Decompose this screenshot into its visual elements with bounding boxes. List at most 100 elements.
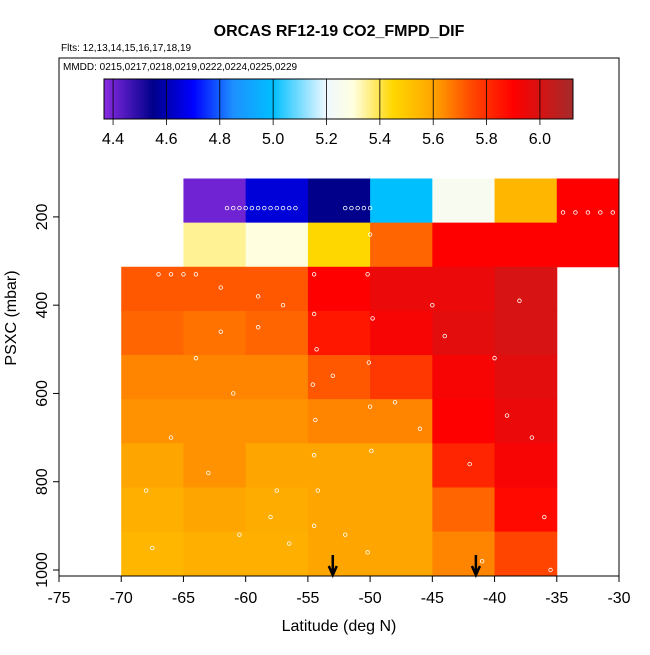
heat-cell <box>245 266 309 312</box>
data-point <box>330 373 335 378</box>
data-point <box>542 514 547 520</box>
heat-cell <box>494 531 558 577</box>
data-point <box>315 488 321 493</box>
y-tick-label: 1000 <box>34 552 51 588</box>
heat-cell <box>307 178 371 224</box>
colorbar-tick-label: 5.2 <box>315 131 337 148</box>
heat-cell <box>494 178 558 224</box>
heat-cell <box>370 355 433 400</box>
data-point <box>479 558 485 564</box>
data-point <box>369 448 374 454</box>
heat-cell <box>307 310 371 356</box>
data-point <box>193 355 199 361</box>
heat-cell <box>183 443 247 488</box>
data-point <box>255 325 261 330</box>
colorbar-tick-label: 5.6 <box>422 131 444 148</box>
data-point <box>529 435 535 440</box>
heat-cell <box>370 399 433 444</box>
heat-cell <box>183 222 247 268</box>
data-point <box>280 302 286 308</box>
heat-cell <box>307 531 371 577</box>
heat-cell <box>121 355 184 400</box>
data-point <box>218 329 223 334</box>
data-point <box>367 232 373 237</box>
heat-cell <box>183 178 247 224</box>
data-point <box>280 205 286 211</box>
heat-cell <box>121 310 184 356</box>
data-point <box>467 461 472 467</box>
arrow-marker <box>470 555 482 579</box>
x-tick-label: -70 <box>110 590 133 607</box>
data-point <box>193 272 199 277</box>
heat-cell <box>556 178 620 224</box>
heat-cell <box>432 355 496 400</box>
data-point <box>585 210 591 215</box>
data-point <box>143 488 149 493</box>
heat-cell <box>183 531 247 577</box>
data-point <box>430 302 435 308</box>
data-point <box>311 311 317 317</box>
heat-cell <box>245 443 309 488</box>
heat-cell <box>121 443 184 488</box>
heat-cell <box>307 266 371 312</box>
heat-cell <box>245 531 309 577</box>
plot-frame <box>58 57 620 577</box>
x-tick-label: -55 <box>296 590 319 607</box>
heat-cell <box>307 222 371 268</box>
heat-cell <box>121 531 184 577</box>
y-tick-label: 600 <box>34 380 51 407</box>
data-point <box>237 532 242 537</box>
colorbar-tick-label: 5.0 <box>262 131 284 148</box>
data-point <box>367 404 373 409</box>
data-point <box>224 205 230 211</box>
data-point <box>365 272 370 277</box>
data-point <box>417 426 423 431</box>
data-point <box>492 355 497 361</box>
x-tick-label: -50 <box>359 590 382 607</box>
heat-cell <box>370 487 433 533</box>
data-point <box>392 400 398 405</box>
data-point <box>367 205 373 211</box>
data-point <box>268 514 273 520</box>
heat-cell <box>121 266 184 312</box>
data-point <box>610 210 615 215</box>
data-point <box>168 272 174 277</box>
heat-cell <box>183 266 247 312</box>
colorbar-tick-label: 6.0 <box>529 131 551 148</box>
data-point <box>274 205 279 211</box>
heat-cell <box>245 487 309 533</box>
heat-cell <box>432 443 496 488</box>
data-point <box>517 298 522 303</box>
heat-cell <box>245 355 309 400</box>
heat-cell <box>494 266 558 312</box>
x-tick-label: -40 <box>483 590 506 607</box>
data-point <box>181 272 186 277</box>
heat-cell <box>183 487 247 533</box>
heat-cell <box>370 266 433 312</box>
data-point <box>504 413 510 418</box>
data-point <box>366 360 372 365</box>
heat-cell <box>494 222 558 268</box>
heat-cell <box>370 178 433 224</box>
heat-cell <box>183 310 247 356</box>
data-point <box>313 417 318 423</box>
heat-cell <box>370 443 433 488</box>
data-point <box>243 205 248 211</box>
heat-cell <box>245 310 309 356</box>
data-point <box>268 205 273 211</box>
heat-cell <box>432 178 496 224</box>
data-point <box>274 488 279 493</box>
data-point <box>311 272 317 277</box>
data-point <box>573 210 578 215</box>
data-point <box>150 545 155 551</box>
data-point <box>262 205 267 211</box>
data-point <box>310 382 316 387</box>
subtitle: Flts: 12,13,14,15,16,17,18,19 <box>61 43 192 54</box>
x-tick-label: -60 <box>234 590 257 607</box>
data-point <box>156 272 161 277</box>
heat-cell <box>370 222 433 268</box>
heat-cell <box>307 399 371 444</box>
heat-cell <box>556 222 620 268</box>
data-point <box>598 210 603 215</box>
